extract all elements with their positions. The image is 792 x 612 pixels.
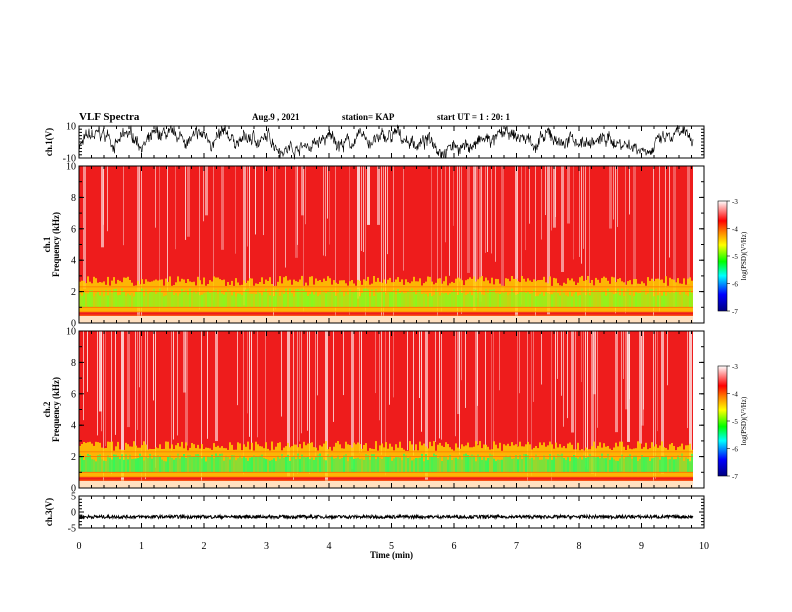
ch1-waveform-trace xyxy=(78,124,694,160)
y-tick-label: -5 xyxy=(68,524,76,535)
colorbar-label: log(PSD)(V²/Hz) xyxy=(740,231,748,280)
y-tick-label: 0 xyxy=(71,508,76,519)
x-tick-label: 3 xyxy=(264,541,269,552)
x-tick-label: 2 xyxy=(202,541,207,552)
y-tick-label: -10 xyxy=(63,154,76,165)
y-tick-label: 8 xyxy=(71,358,76,369)
x-tick-label: 0 xyxy=(77,541,82,552)
x-tick-label: 5 xyxy=(389,541,394,552)
ch2-spectrogram-image xyxy=(79,331,693,488)
y-axis-label: ch.1 xyxy=(42,236,52,252)
y-axis-label: ch.1(V) xyxy=(44,128,54,156)
y-tick-label: 10 xyxy=(66,327,76,338)
y-tick-label: 2 xyxy=(71,452,76,463)
x-tick-label: 1 xyxy=(139,541,144,552)
colorbar-tick-label: -5 xyxy=(732,253,738,261)
y-axis-label: ch.2 xyxy=(42,401,52,417)
colorbar-tick-label: -6 xyxy=(732,446,738,454)
y-tick-label: 10 xyxy=(66,122,76,133)
x-tick-label: 7 xyxy=(514,541,519,552)
y-tick-label: 0 xyxy=(71,319,76,330)
colorbar xyxy=(717,200,728,312)
colorbar-tick-label: -3 xyxy=(732,198,738,206)
x-axis-label: Time (min) xyxy=(370,550,413,560)
y-axis-label: ch.3(V) xyxy=(44,498,54,526)
ch3-waveform-trace xyxy=(78,513,694,521)
y-axis-label: Frequency (kHz) xyxy=(51,212,61,277)
y-tick-label: 8 xyxy=(71,193,76,204)
y-tick-label: 0 xyxy=(71,484,76,495)
colorbar-tick-label: -6 xyxy=(732,281,738,289)
chart-title: VLF Spectra xyxy=(79,111,140,123)
y-tick-label: 6 xyxy=(71,224,76,235)
colorbar-tick-label: -5 xyxy=(732,418,738,426)
station-label: station= KAP xyxy=(342,112,395,122)
y-tick-label: 4 xyxy=(71,421,76,432)
date-label: Aug.9 , 2021 xyxy=(252,112,300,122)
x-tick-label: 6 xyxy=(452,541,457,552)
y-tick-label: 4 xyxy=(71,256,76,267)
colorbar-tick-label: -7 xyxy=(732,308,738,316)
y-axis-label: Frequency (kHz) xyxy=(51,377,61,442)
x-tick-label: 9 xyxy=(639,541,644,552)
x-tick-label: 10 xyxy=(699,541,709,552)
colorbar-tick-label: -7 xyxy=(732,473,738,481)
y-tick-label: 6 xyxy=(71,389,76,400)
colorbar-tick-label: -4 xyxy=(732,391,738,399)
ch1-spectrogram-image xyxy=(79,166,693,323)
colorbar-label: log(PSD)(V²/Hz) xyxy=(740,396,748,445)
start-time-label: start UT = 1 : 20: 1 xyxy=(437,112,510,122)
y-tick-label: 5 xyxy=(71,492,76,503)
colorbar-tick-label: -4 xyxy=(732,226,738,234)
colorbar-tick-label: -3 xyxy=(732,363,738,371)
y-tick-label: 10 xyxy=(66,162,76,173)
x-tick-label: 4 xyxy=(327,541,332,552)
y-tick-label: 2 xyxy=(71,287,76,298)
colorbar xyxy=(717,365,728,477)
x-tick-label: 8 xyxy=(577,541,582,552)
